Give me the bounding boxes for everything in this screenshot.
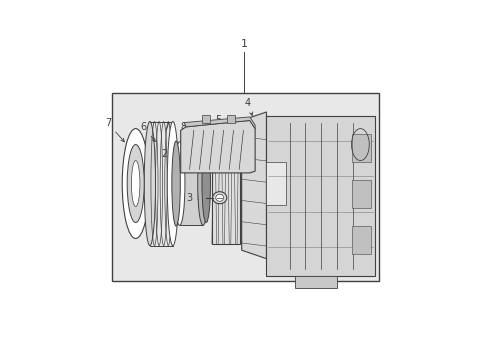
Text: 4: 4 — [244, 98, 252, 116]
Ellipse shape — [215, 194, 223, 201]
Bar — [351, 180, 370, 208]
Text: 3: 3 — [186, 193, 201, 203]
Ellipse shape — [185, 133, 196, 140]
Polygon shape — [241, 112, 266, 259]
Ellipse shape — [122, 129, 149, 238]
Ellipse shape — [144, 122, 155, 246]
Ellipse shape — [171, 141, 180, 226]
Bar — [211, 123, 240, 244]
Ellipse shape — [174, 142, 184, 225]
Polygon shape — [294, 276, 337, 288]
Bar — [111, 93, 378, 281]
Text: 7: 7 — [105, 118, 124, 142]
Bar — [202, 116, 209, 123]
Ellipse shape — [127, 145, 144, 222]
Ellipse shape — [167, 122, 178, 246]
Ellipse shape — [212, 192, 226, 204]
Ellipse shape — [131, 161, 140, 207]
Text: 9: 9 — [196, 124, 205, 144]
Text: 2: 2 — [162, 149, 179, 159]
Bar — [179, 142, 203, 225]
Ellipse shape — [202, 145, 210, 222]
Polygon shape — [181, 121, 255, 173]
Bar — [351, 134, 370, 162]
Polygon shape — [266, 162, 285, 205]
Text: 7: 7 — [163, 122, 174, 141]
Bar — [351, 226, 370, 255]
Bar — [266, 116, 374, 276]
Text: 8: 8 — [180, 122, 190, 141]
Text: 6: 6 — [140, 122, 155, 141]
Polygon shape — [184, 117, 255, 129]
Ellipse shape — [197, 142, 208, 225]
Bar — [185, 133, 196, 144]
Bar — [226, 116, 234, 123]
Text: 5: 5 — [215, 116, 224, 134]
Text: 1: 1 — [241, 39, 247, 49]
